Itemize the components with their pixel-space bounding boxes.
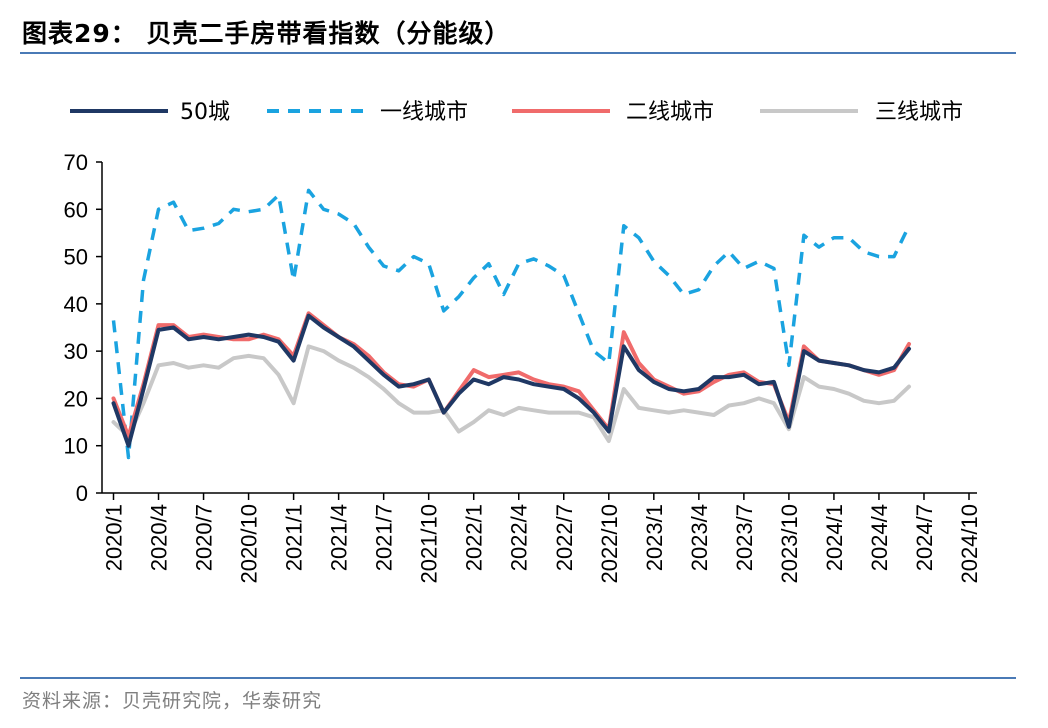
legend-label-1: 一线城市 [380, 100, 468, 125]
x-tick-label: 2020/1 [102, 504, 127, 571]
x-tick-label: 2021/1 [282, 504, 307, 571]
series-line-0 [111, 313, 911, 448]
y-tick-label: 50 [64, 245, 88, 270]
figure-title: 图表29： 贝壳二手房带看指数（分能级） [22, 19, 511, 48]
legend-label-2: 二线城市 [626, 100, 714, 125]
x-tick-label: 2024/4 [867, 504, 892, 571]
x-tick-label: 2022/10 [597, 504, 622, 584]
line-chart: 50城 一线城市 二线城市 三线城市 0 10 20 30 40 50 60 70 2020/1 202… [64, 100, 982, 584]
y-tick-label: 70 [64, 150, 88, 175]
footer-rule [20, 677, 1016, 679]
y-tick-label: 20 [64, 386, 88, 411]
legend-label-0: 50城 [180, 100, 230, 125]
legend-label-3: 三线城市 [875, 100, 963, 125]
x-tick-label: 2023/7 [732, 504, 757, 571]
x-tick-label: 2021/4 [327, 504, 352, 571]
x-tick-label: 2020/10 [237, 504, 262, 584]
x-tick-label: 2023/10 [777, 504, 802, 584]
y-tick-label: 40 [64, 292, 88, 317]
title-rule [20, 52, 1016, 54]
x-tick-label: 2020/7 [192, 504, 217, 571]
series-line-1 [111, 188, 911, 460]
x-tick-label: 2020/4 [147, 504, 172, 571]
y-tick-label: 30 [64, 339, 88, 364]
y-tick-label: 60 [64, 197, 88, 222]
series-line-3 [111, 344, 911, 443]
x-tick-label: 2023/1 [642, 504, 667, 571]
chart-legend: 50城 一线城市 二线城市 三线城市 [70, 100, 963, 125]
x-tick-label: 2022/7 [552, 504, 577, 571]
x-tick-label: 2024/10 [957, 504, 982, 584]
series-layer [111, 188, 911, 460]
x-tick-label: 2022/4 [507, 504, 532, 571]
axes-layer: 0 10 20 30 40 50 60 70 2020/1 2020/4 2020/7 2020/10… [64, 150, 982, 584]
y-tick-label: 0 [76, 481, 88, 506]
x-tick-label: 2022/1 [462, 504, 487, 571]
y-tick-label: 10 [64, 434, 88, 459]
x-tick-label: 2024/1 [822, 504, 847, 571]
source-note: 资料来源：贝壳研究院，华泰研究 [22, 690, 323, 712]
x-tick-label: 2023/4 [687, 504, 712, 571]
x-tick-label: 2024/7 [912, 504, 937, 571]
x-tick-label: 2021/7 [372, 504, 397, 571]
x-tick-label: 2021/10 [417, 504, 442, 584]
